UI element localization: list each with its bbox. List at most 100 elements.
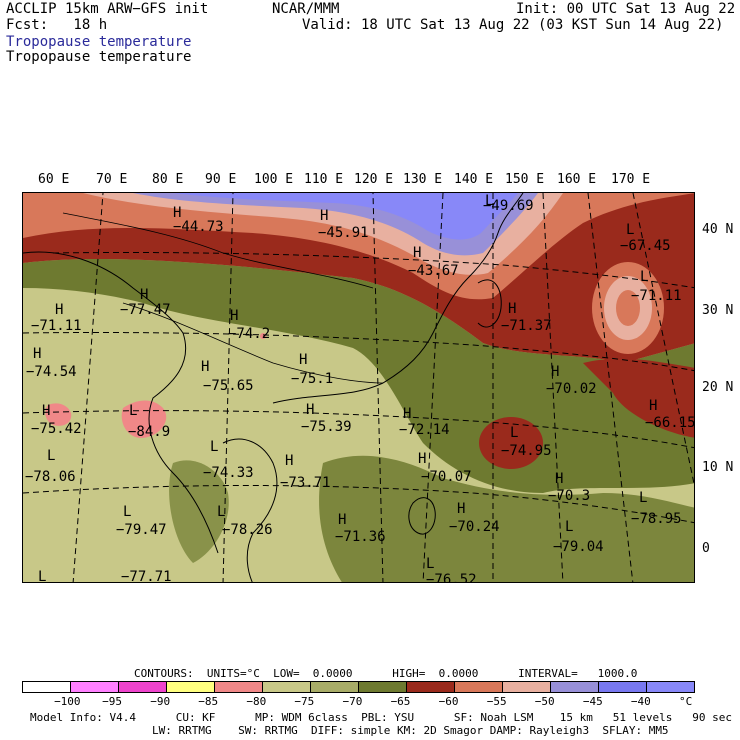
graticule-line [23,485,694,524]
marker-value: −70.3 [548,488,590,504]
marker-type: L [639,490,647,506]
colorbar-label: °C [679,695,693,708]
lon-label: 110 E [304,172,344,187]
marker-type: L [510,425,518,441]
marker-value: −74.2 [228,326,270,342]
field-band-blue [173,193,518,240]
colorbar-label: −75 [294,695,315,708]
border-line [122,302,384,384]
marker-value: −70.02 [546,381,597,397]
colorbar-swatch [215,681,263,693]
colorbar-swatch [311,681,359,693]
marker-value: −84.9 [128,424,170,440]
marker-type: L [626,222,634,238]
model-info-line1: Model Info: V4.4 CU: KF MP: WDM 6class P… [30,711,732,724]
lon-label: 70 E [96,172,128,187]
marker-type: L [485,193,493,209]
colorbar-swatch [455,681,503,693]
field-patch-dark-red [479,417,543,469]
colorbar-label: −70 [342,695,363,708]
marker-type: L [426,556,434,572]
marker-type: L [123,504,131,520]
coastline-japan [477,279,502,328]
lon-label: 160 E [557,172,597,187]
marker-value: −74.33 [203,465,254,481]
marker-value: −77.47 [120,302,171,318]
marker-type: H [173,205,181,221]
coastline-indochina [222,438,278,582]
marker-type: L [210,439,218,455]
graticule-line [23,332,694,372]
graticule-line [23,410,694,449]
forecast-hour: Fcst: 18 h [6,17,108,33]
marker-value: −77.71 [121,569,172,583]
colorbar-label: −60 [438,695,459,708]
marker-value: −79.47 [116,522,167,538]
marker-value: −71.11 [631,288,682,304]
marker-type: L [565,519,573,535]
graticule-line [72,193,104,582]
marker-type: H [230,308,238,324]
lon-label: 100 E [254,172,294,187]
marker-type: L [47,448,55,464]
field-patch-pink [121,400,167,438]
lat-label: 0 [702,541,710,556]
field-band-dark-red-east [583,358,694,438]
marker-type: L [38,569,46,583]
marker-type: H [551,364,559,380]
valid-time: Valid: 18 UTC Sat 13 Aug 22 (03 KST Sun … [302,17,724,33]
lat-label: 30 N [702,303,734,318]
graticule-line [372,193,384,582]
marker-type: L [640,269,648,285]
model-title: ACCLIP 15km ARW−GFS init [6,1,209,17]
colorbar-swatch [599,681,647,693]
marker-type: H [403,406,411,422]
map-canvas: H −44.73 H −45.91 H −43.67 L −49.69 L −6… [23,193,694,583]
field-cyclone-core [616,290,640,326]
lon-label: 140 E [454,172,494,187]
field-patch-pink [45,403,72,426]
graticule-line [632,193,694,486]
tropopause-map: H −44.73 H −45.91 H −43.67 L −49.69 L −6… [22,192,695,583]
colorbar-label: −50 [534,695,555,708]
marker-type: H [42,403,50,419]
marker-value: −70.07 [421,469,472,485]
colorbar-swatch [22,681,71,693]
marker-value: −70.24 [449,519,500,535]
colorbar-swatch [263,681,311,693]
marker-value: −75.42 [31,421,82,437]
coastline-south-asia [23,251,219,554]
lon-label: 170 E [611,172,651,187]
marker-type: H [285,453,293,469]
field-title: Tropopause temperature [6,34,192,50]
colorbar-label: −100 [54,695,81,708]
marker-value: −76.52 [426,572,477,583]
marker-type: H [299,352,307,368]
contours-info: CONTOURS: UNITS=°C LOW= 0.0000 HIGH= 0.0… [134,667,638,680]
marker-type: H [201,359,209,375]
marker-type: H [555,471,563,487]
model-info-line2: LW: RRTMG SW: RRTMG DIFF: simple KM: 2D … [152,724,669,737]
marker-value: −74.54 [26,364,77,380]
colorbar-label: −40 [630,695,651,708]
marker-value: −43.67 [408,263,459,279]
colorbar-label: −80 [246,695,267,708]
colorbar-label: −85 [198,695,219,708]
colorbar-label: −95 [102,695,123,708]
graticule-line [587,193,634,582]
colorbar-swatch [551,681,599,693]
marker-value: −71.36 [335,529,386,545]
marker-type: H [55,302,63,318]
colorbar-swatch [119,681,167,693]
marker-type: H [508,301,516,317]
colorbar-swatch [359,681,407,693]
lon-label: 90 E [205,172,237,187]
marker-type: H [649,398,657,414]
lon-label: 80 E [152,172,184,187]
marker-value: −71.11 [31,318,82,334]
marker-type: H [413,245,421,261]
marker-type: H [306,402,314,418]
colorbar-label: −55 [486,695,507,708]
graticule-line [542,193,564,582]
marker-value: −78.06 [25,469,76,485]
